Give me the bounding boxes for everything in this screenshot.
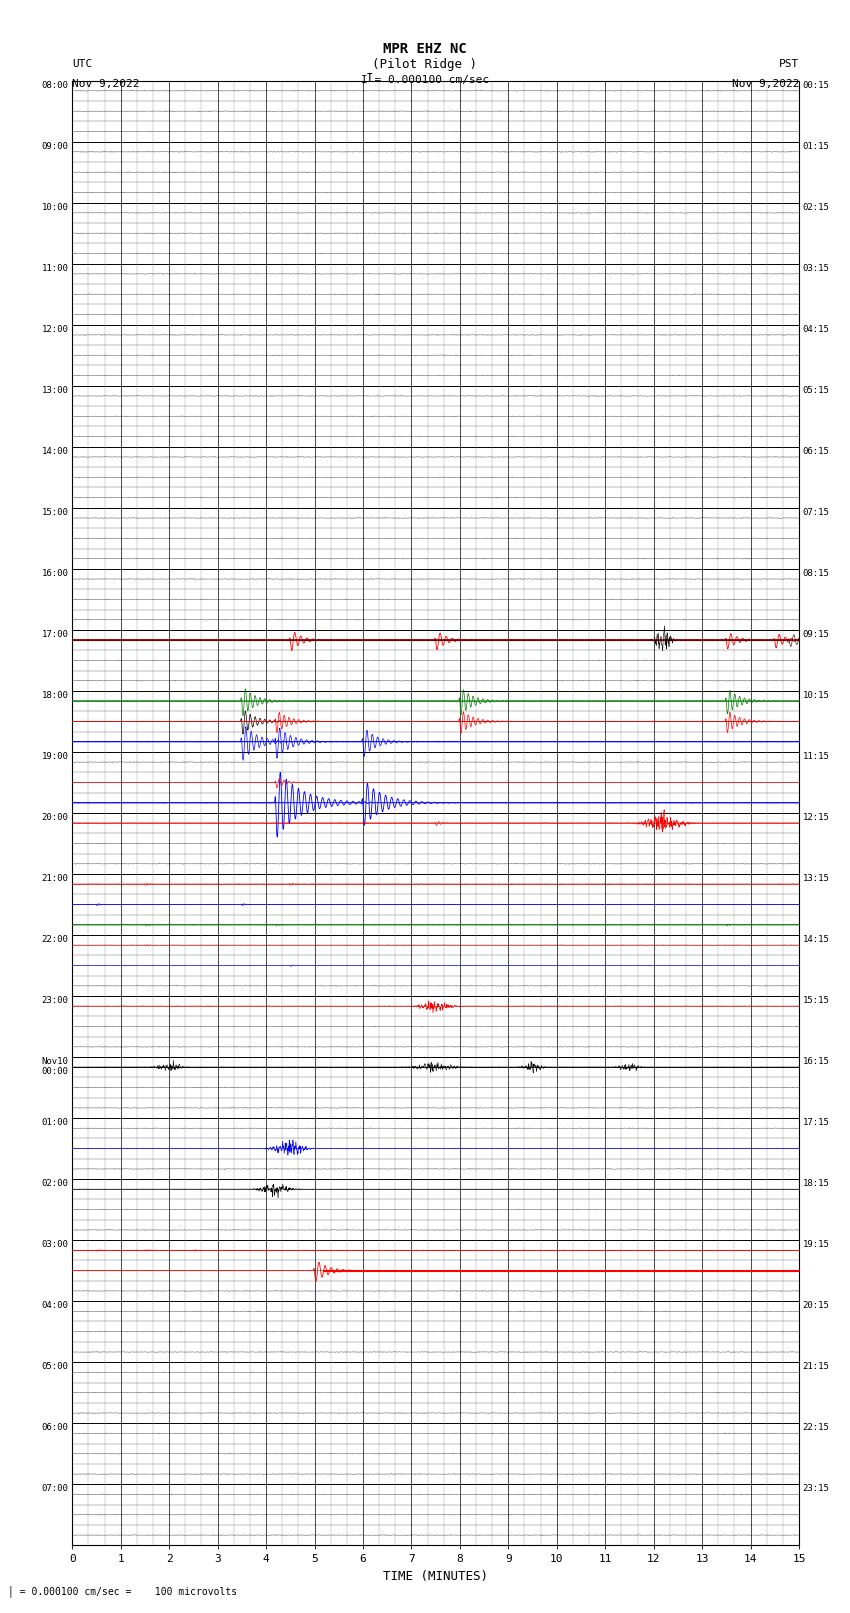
Text: 05:15: 05:15	[802, 386, 830, 395]
Text: 17:15: 17:15	[802, 1118, 830, 1127]
Text: 03:15: 03:15	[802, 263, 830, 273]
Text: 14:00: 14:00	[42, 447, 69, 456]
Text: 02:00: 02:00	[42, 1179, 69, 1189]
Text: 21:15: 21:15	[802, 1361, 830, 1371]
Text: 02:15: 02:15	[802, 203, 830, 211]
Text: 12:15: 12:15	[802, 813, 830, 823]
Text: 10:00: 10:00	[42, 203, 69, 211]
Text: 18:15: 18:15	[802, 1179, 830, 1189]
Text: (Pilot Ridge ): (Pilot Ridge )	[372, 58, 478, 71]
Text: 04:15: 04:15	[802, 324, 830, 334]
Text: 06:15: 06:15	[802, 447, 830, 456]
Text: 20:15: 20:15	[802, 1302, 830, 1310]
Text: I = 0.000100 cm/sec: I = 0.000100 cm/sec	[361, 76, 489, 85]
Text: 21:00: 21:00	[42, 874, 69, 882]
Text: 12:00: 12:00	[42, 324, 69, 334]
Text: 16:15: 16:15	[802, 1057, 830, 1066]
Text: 20:00: 20:00	[42, 813, 69, 823]
Text: 11:15: 11:15	[802, 752, 830, 761]
Text: 07:15: 07:15	[802, 508, 830, 516]
Text: Nov10
00:00: Nov10 00:00	[42, 1057, 69, 1076]
Text: 01:00: 01:00	[42, 1118, 69, 1127]
Text: 13:00: 13:00	[42, 386, 69, 395]
Text: 09:15: 09:15	[802, 629, 830, 639]
Text: 10:15: 10:15	[802, 690, 830, 700]
Text: 17:00: 17:00	[42, 629, 69, 639]
Text: 15:15: 15:15	[802, 997, 830, 1005]
Text: Nov 9,2022: Nov 9,2022	[72, 79, 139, 89]
Text: 08:00: 08:00	[42, 81, 69, 90]
Text: 19:00: 19:00	[42, 752, 69, 761]
Text: 05:00: 05:00	[42, 1361, 69, 1371]
Text: 00:15: 00:15	[802, 81, 830, 90]
Text: 18:00: 18:00	[42, 690, 69, 700]
Text: 16:00: 16:00	[42, 569, 69, 577]
Text: 07:00: 07:00	[42, 1484, 69, 1494]
Text: UTC: UTC	[72, 60, 93, 69]
Text: PST: PST	[779, 60, 799, 69]
Text: 22:15: 22:15	[802, 1423, 830, 1432]
Text: 23:15: 23:15	[802, 1484, 830, 1494]
Text: 19:15: 19:15	[802, 1240, 830, 1248]
Text: 09:00: 09:00	[42, 142, 69, 150]
Text: 11:00: 11:00	[42, 263, 69, 273]
Text: I: I	[366, 71, 373, 84]
Text: 08:15: 08:15	[802, 569, 830, 577]
Text: 04:00: 04:00	[42, 1302, 69, 1310]
Text: 06:00: 06:00	[42, 1423, 69, 1432]
X-axis label: TIME (MINUTES): TIME (MINUTES)	[383, 1569, 488, 1582]
Text: 14:15: 14:15	[802, 936, 830, 944]
Text: 01:15: 01:15	[802, 142, 830, 150]
Text: 03:00: 03:00	[42, 1240, 69, 1248]
Text: 15:00: 15:00	[42, 508, 69, 516]
Text: 22:00: 22:00	[42, 936, 69, 944]
Text: 23:00: 23:00	[42, 997, 69, 1005]
Text: │ = 0.000100 cm/sec =    100 microvolts: │ = 0.000100 cm/sec = 100 microvolts	[8, 1586, 238, 1597]
Text: 13:15: 13:15	[802, 874, 830, 882]
Text: MPR EHZ NC: MPR EHZ NC	[383, 42, 467, 56]
Text: Nov 9,2022: Nov 9,2022	[732, 79, 799, 89]
